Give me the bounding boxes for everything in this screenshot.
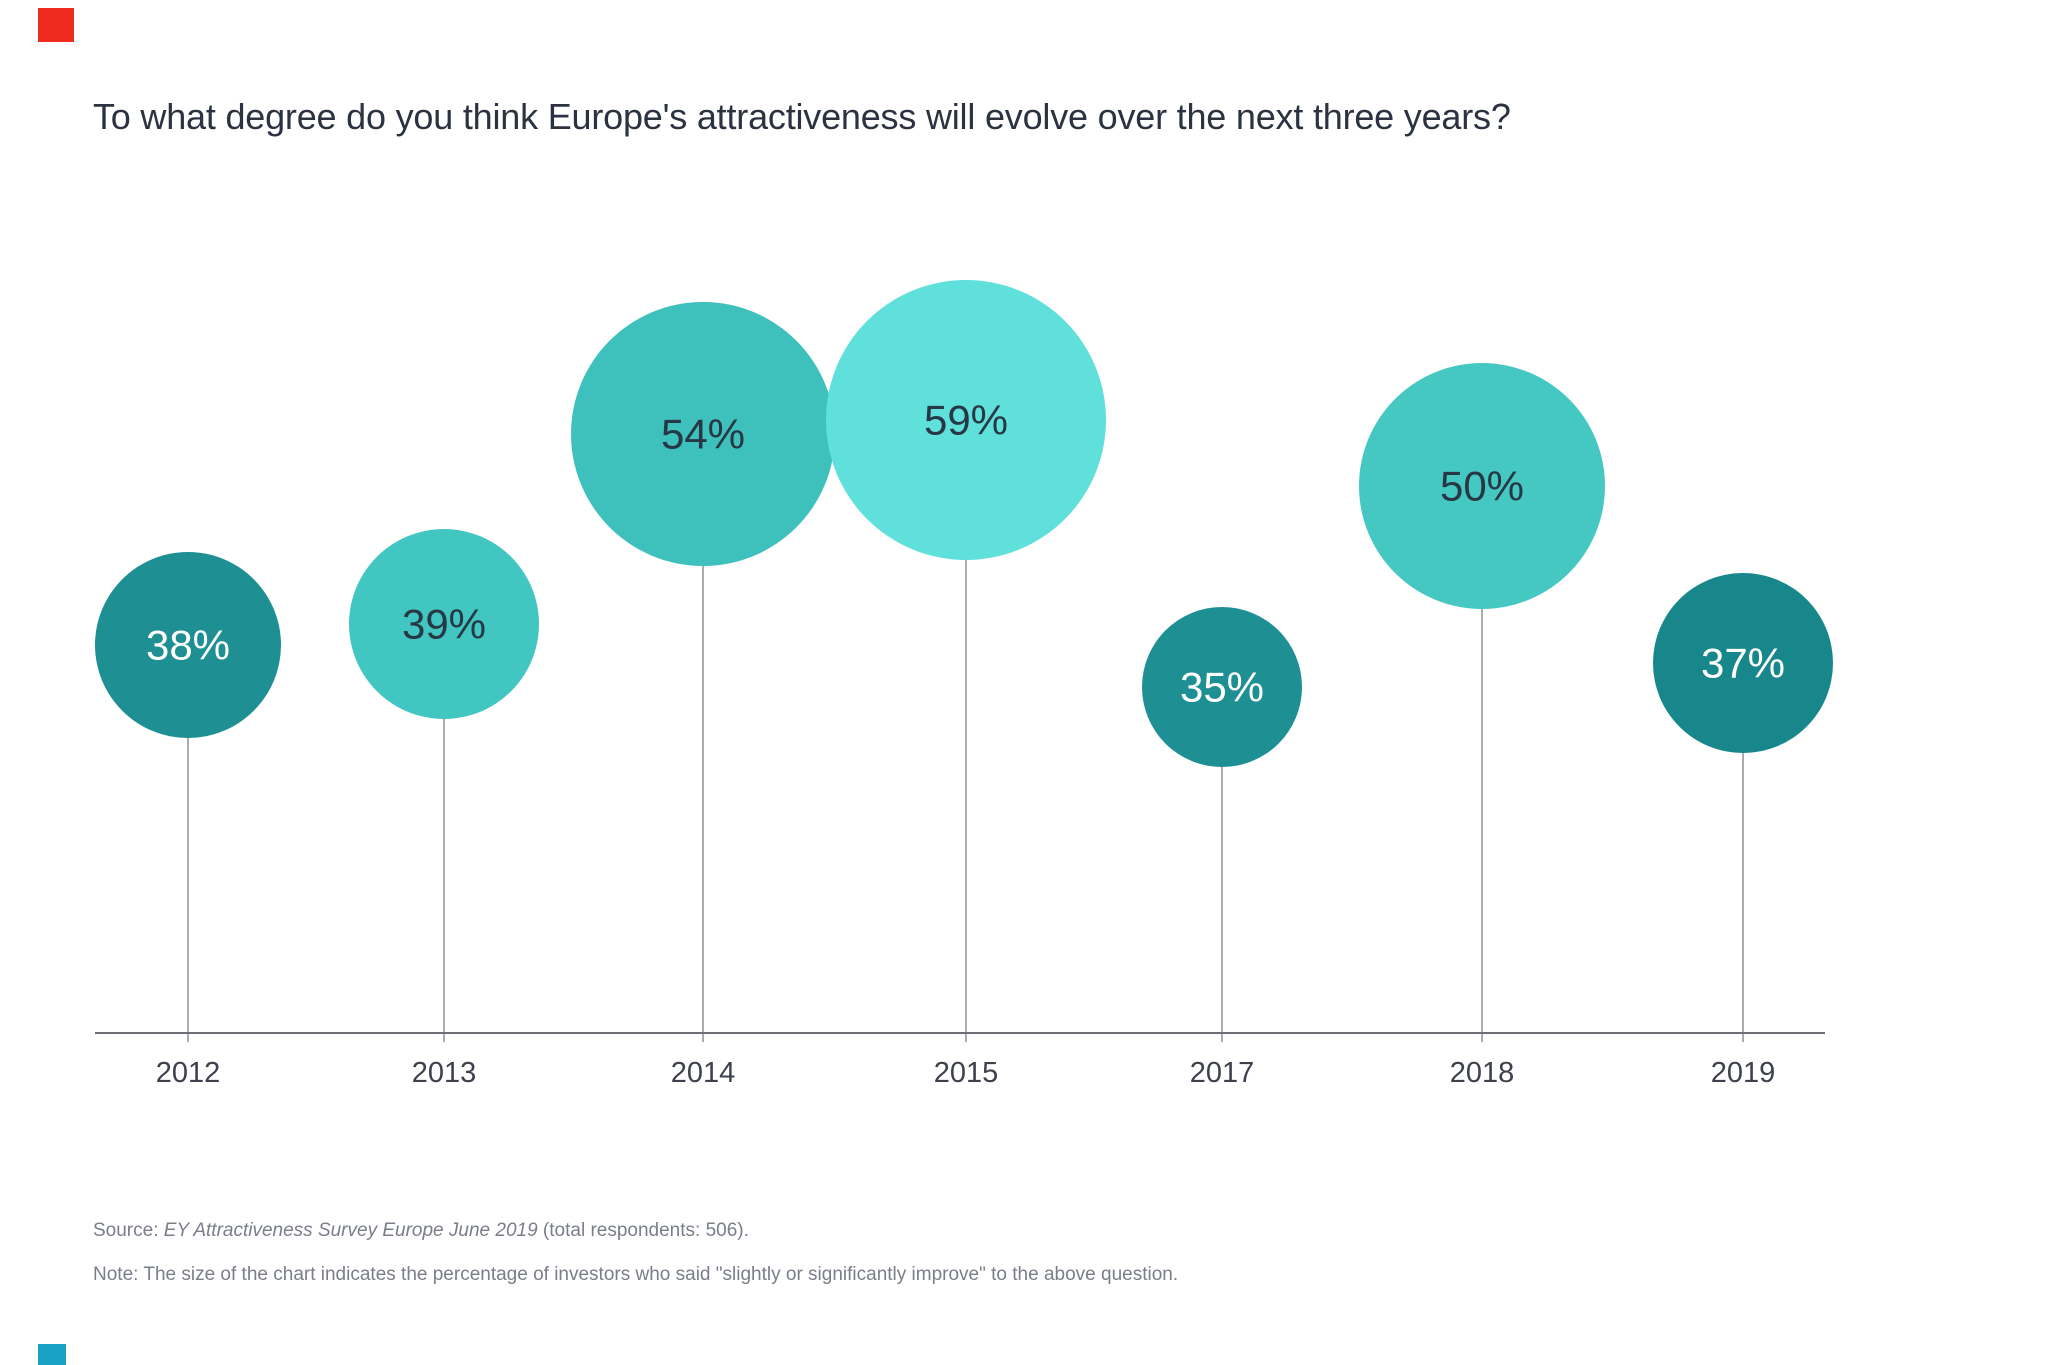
value-label-2012: 38% (146, 622, 230, 669)
year-label-2012: 2012 (156, 1057, 221, 1089)
blue-brand-mark (38, 1344, 66, 1365)
bubble-2015 (826, 280, 1106, 560)
year-label-2018: 2018 (1450, 1057, 1515, 1089)
bubble-2018 (1359, 363, 1605, 609)
source-line: Source: EY Attractiveness Survey Europe … (93, 1219, 749, 1243)
value-label-2013: 39% (402, 601, 486, 648)
year-label-2019: 2019 (1711, 1057, 1776, 1089)
value-label-2019: 37% (1701, 640, 1785, 687)
source-title-text: EY Attractiveness Survey Europe June 201… (163, 1220, 538, 1241)
bubble-2012 (95, 552, 281, 738)
source-suffix-text: (total respondents: 506). (537, 1220, 749, 1241)
year-label-2014: 2014 (671, 1057, 736, 1089)
chart-title: To what degree do you think Europe's att… (93, 96, 1511, 137)
value-label-2014: 54% (661, 411, 745, 458)
year-label-2015: 2015 (934, 1057, 999, 1089)
bubble-2014 (571, 302, 835, 566)
year-label-2013: 2013 (412, 1057, 477, 1089)
value-label-2017: 35% (1180, 664, 1264, 711)
note-line: Note: The size of the chart indicates th… (93, 1264, 1179, 1285)
bubble-2017 (1142, 607, 1302, 767)
red-brand-mark (38, 8, 74, 42)
year-label-2017: 2017 (1190, 1057, 1255, 1089)
bubble-2019 (1653, 573, 1833, 753)
value-label-2018: 50% (1440, 463, 1524, 510)
bubble-2013 (349, 529, 539, 719)
value-label-2015: 59% (924, 397, 1008, 444)
source-prefix-text: Source: (93, 1220, 164, 1241)
